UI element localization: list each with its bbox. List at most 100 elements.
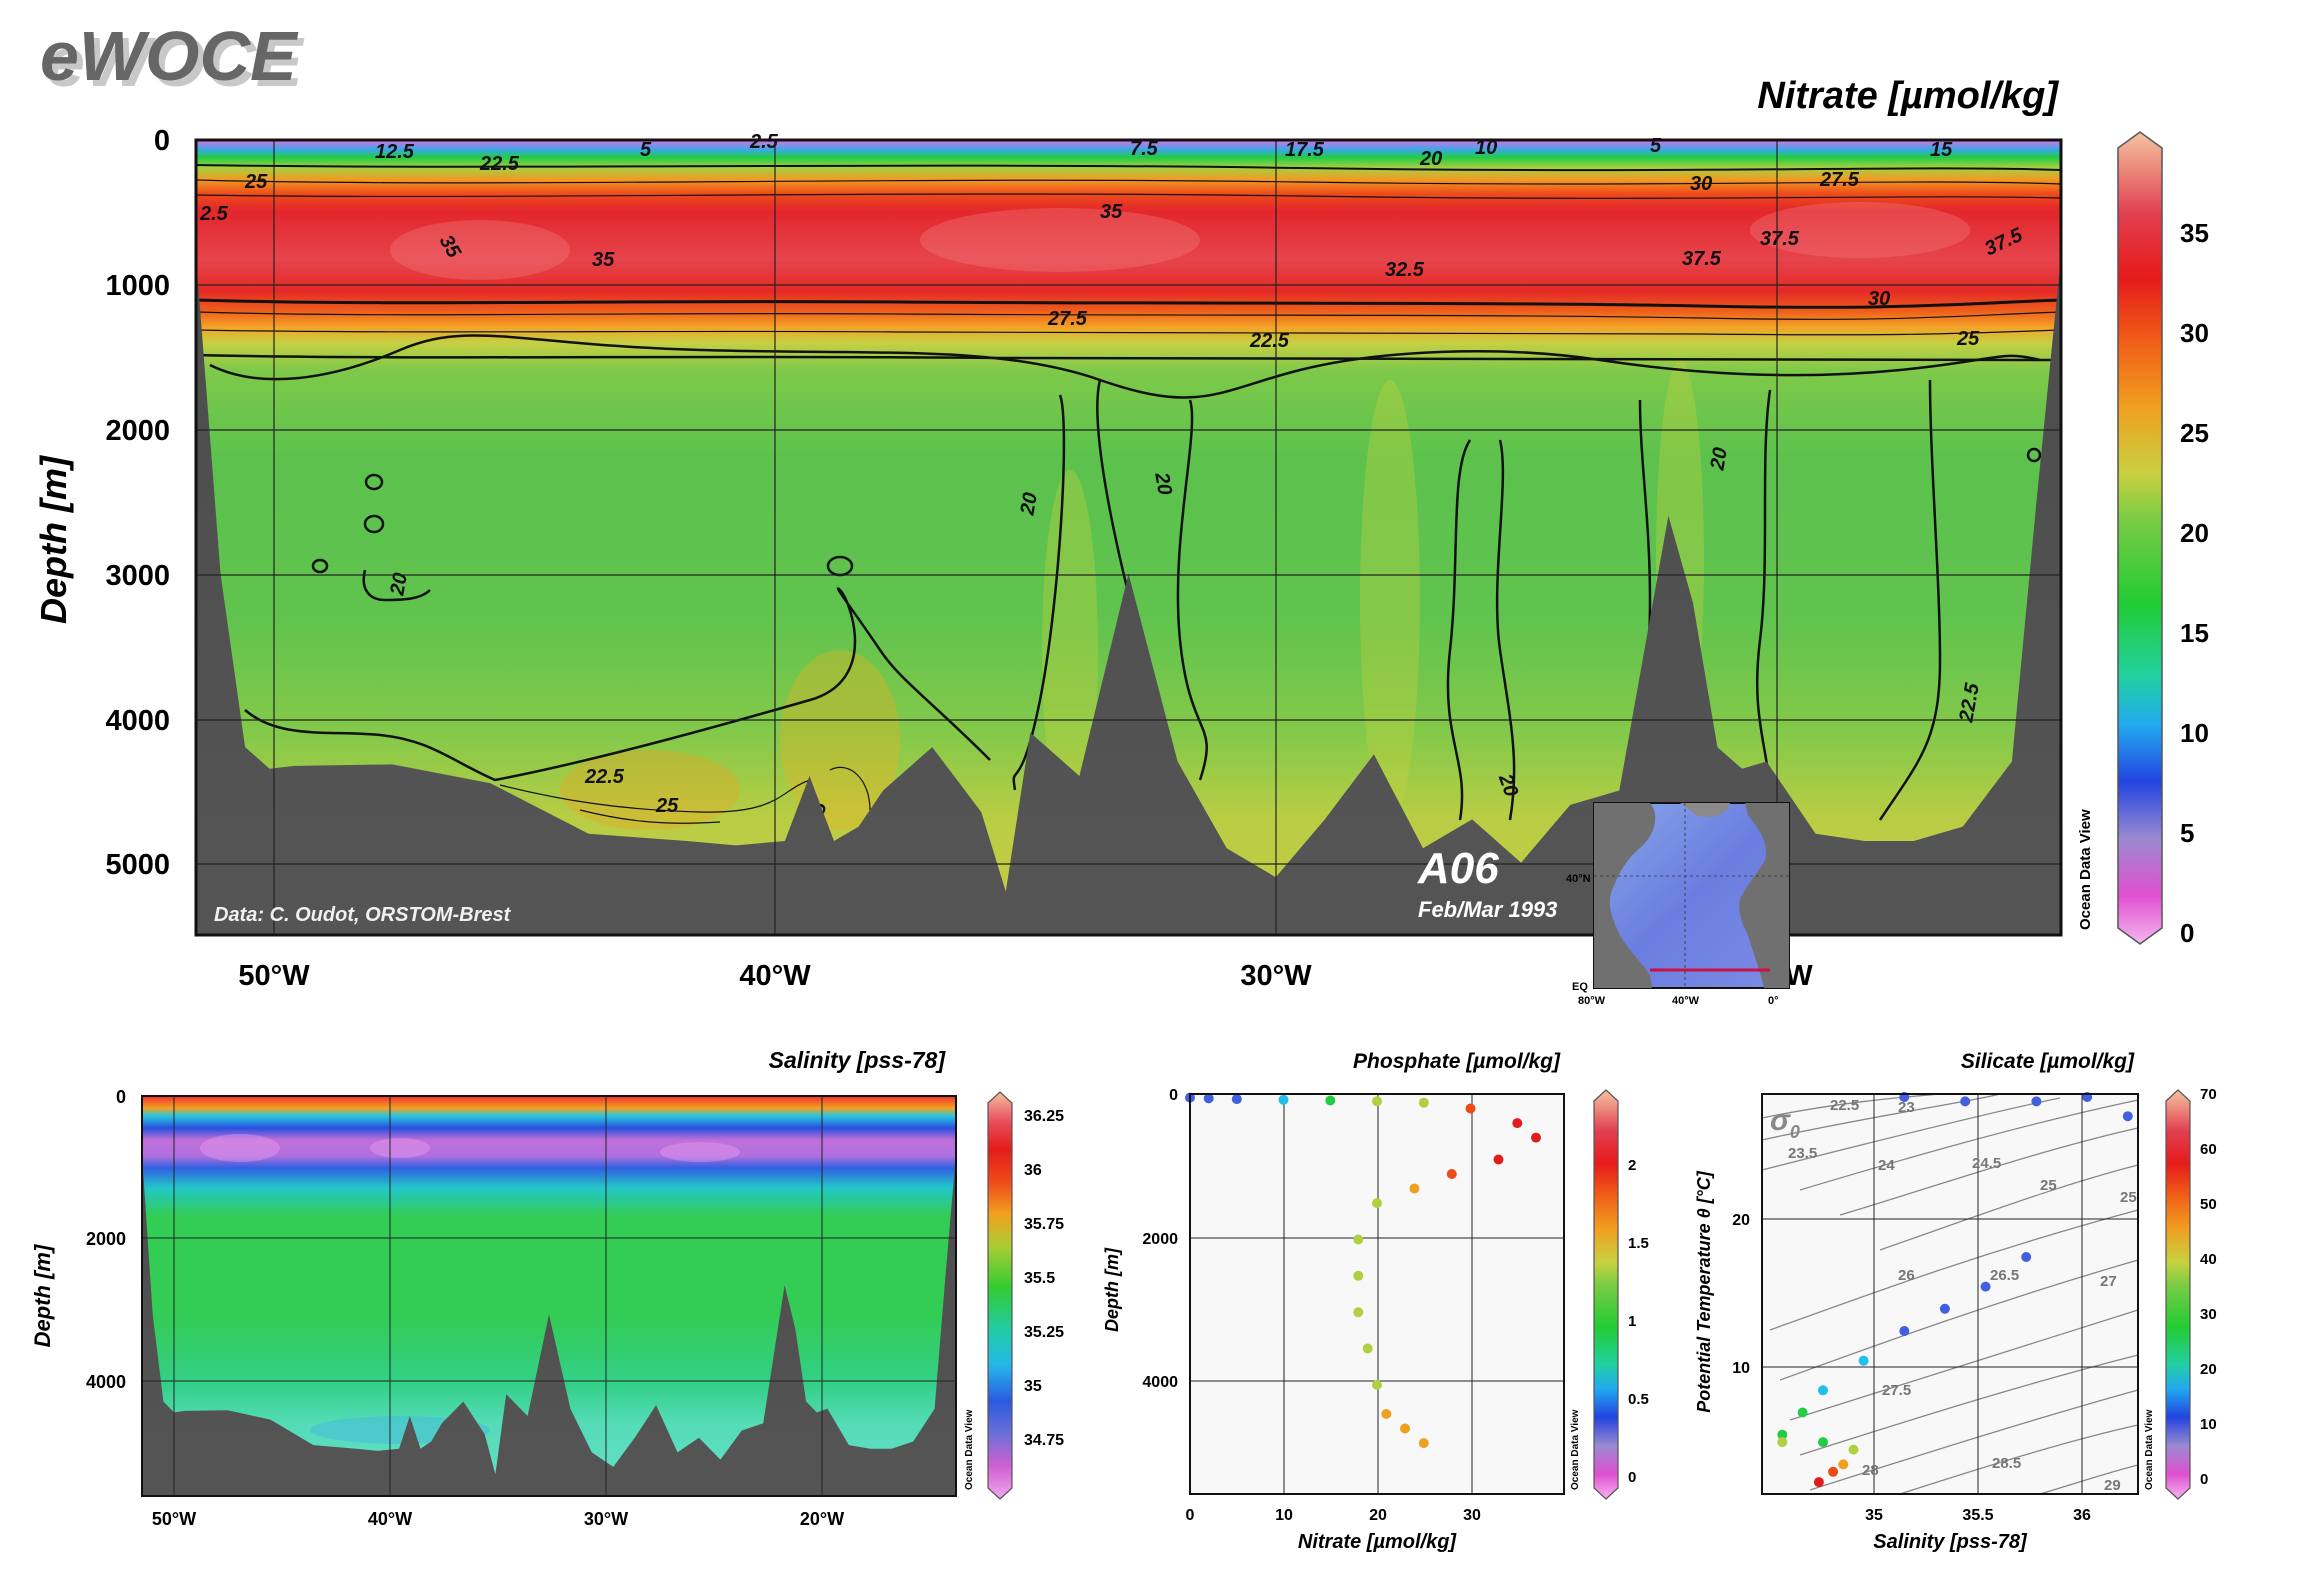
odv-label: Ocean Data View — [1570, 1409, 1581, 1490]
isopycnal-label: 27 — [2100, 1273, 2117, 1290]
x-tick-label: 40°W — [739, 960, 811, 992]
x-tick-label: 35 — [1865, 1507, 1883, 1524]
x-tick-label: 50°W — [152, 1509, 196, 1529]
y-tick-label: 0 — [116, 1087, 126, 1107]
silicate-plot-bg — [1762, 1094, 2138, 1494]
colorbar-tick: 5 — [2180, 818, 2194, 848]
silicate-point — [2122, 1111, 2133, 1122]
salinity-title: Salinity [pss-78] — [769, 1047, 947, 1073]
inset-lon-label: 0° — [1768, 995, 1779, 1007]
contour-label: 22.5 — [584, 766, 625, 788]
isopycnal-label: 23 — [1898, 1099, 1915, 1116]
inset-lat-label: 40°N — [1566, 873, 1591, 885]
y-tick-label: 2000 — [105, 415, 170, 447]
x-tick-label: 36 — [2073, 1507, 2091, 1524]
silicate-point — [1899, 1326, 1910, 1336]
y-tick-label: 3000 — [105, 560, 170, 592]
nitrate-field-texture — [390, 202, 1970, 830]
colorbar-tick: 60 — [2200, 1141, 2217, 1158]
contour-label: 20 — [386, 571, 412, 598]
silicate-point — [2031, 1096, 2042, 1107]
isopycnal-label: 27.5 — [1882, 1382, 1911, 1399]
x-tick-label: 0 — [1186, 1507, 1195, 1524]
silicate-point — [2021, 1252, 2032, 1262]
colorbar-body — [2117, 131, 2163, 945]
colorbar-tick: 50 — [2200, 1196, 2217, 1213]
phosphate-point — [1381, 1409, 1392, 1419]
contour-label: 20 — [1419, 148, 1442, 170]
x-tick-label: 35.5 — [1962, 1507, 1993, 1524]
odv-label: Ocean Data View — [2144, 1409, 2155, 1490]
silicate-point — [1828, 1466, 1839, 1477]
inset-map: 40°N EQ 80°W 40°W 0° — [1566, 802, 1790, 1007]
isopycnal-label: 24.5 — [1972, 1155, 2001, 1172]
contour-label: 15 — [1930, 139, 1953, 161]
x-tick-label: 20 — [1369, 1507, 1387, 1524]
y-tick-label: 4000 — [1142, 1374, 1178, 1391]
contour-label: 30 — [1868, 288, 1890, 310]
colorbar-tick: 40 — [2200, 1251, 2217, 1268]
colorbar-tick: 30 — [2200, 1306, 2217, 1323]
x-tick-label: 50°W — [238, 960, 310, 992]
y-tick-label: 2000 — [1142, 1231, 1178, 1248]
colorbar-tick: 2 — [1628, 1157, 1636, 1174]
sigma-symbol: σ — [1770, 1104, 1791, 1137]
silicate-frame — [1761, 1093, 2139, 1495]
contour-label: 5 — [640, 139, 652, 161]
y-tick-label: 4000 — [105, 705, 170, 737]
phosphate-point — [1231, 1094, 1242, 1105]
salinity-section-chart: Salinity [pss-78] Depth [m] 0 2000 4000 … — [30, 1047, 1064, 1529]
y-tick-label: 20 — [1732, 1212, 1750, 1229]
contour-label: 25 — [655, 795, 679, 817]
isopycnal-label: 25 — [2120, 1189, 2137, 1206]
phosphate-point — [1372, 1096, 1382, 1107]
phosphate-plot-bg — [1190, 1094, 1564, 1494]
silicate-point — [1813, 1477, 1824, 1488]
silicate-ylabel: Potential Temperature θ [°C] — [1694, 1170, 1714, 1413]
nitrate-ylabel: Depth [m] — [33, 455, 74, 624]
contour-label: 20 — [1150, 470, 1176, 497]
x-tick-label: 40°W — [368, 1509, 412, 1529]
odv-label: Ocean Data View — [2077, 809, 2094, 930]
phosphate-colorbar — [1593, 1089, 1619, 1500]
colorbar-tick: 20 — [2200, 1361, 2217, 1378]
data-credit: Data: C. Oudot, ORSTOM-Brest — [214, 904, 512, 926]
phosphate-point — [1353, 1234, 1364, 1245]
y-tick-label: 1000 — [105, 270, 170, 302]
salinity-bathymetry — [142, 1154, 956, 1496]
nitrate-section-chart: 2.5 12.5 5 2.5 7.5 17.5 20 10 5 15 25 22… — [33, 75, 2094, 992]
phosphate-point — [1418, 1438, 1429, 1449]
contour-label: 10 — [1475, 137, 1497, 159]
colorbar-tick: 0 — [2200, 1471, 2208, 1488]
silicate-point — [1818, 1385, 1828, 1396]
phosphate-point — [1372, 1198, 1382, 1209]
isopycnal-label: 26 — [1898, 1267, 1915, 1284]
nitrate-title: Nitrate [µmol/kg] — [1757, 75, 2059, 117]
y-tick-label: 0 — [1169, 1087, 1178, 1104]
phosphate-point — [1531, 1132, 1541, 1143]
isopycnal-label: 24 — [1878, 1157, 1895, 1174]
contour-label: 37.5 — [1682, 248, 1722, 270]
phosphate-point — [1353, 1270, 1364, 1281]
inset-lat-label: EQ — [1572, 981, 1588, 993]
brand-logo-shadow: eWOCE — [46, 23, 305, 101]
sigma-label: σ0 — [1770, 1104, 1800, 1142]
isopycnal-label: 29 — [2104, 1477, 2121, 1494]
phosphate-ylabel: Depth [m] — [1102, 1247, 1122, 1332]
nitrate-frame — [194, 138, 2063, 937]
colorbar-tick: 35.5 — [1024, 1270, 1055, 1287]
nitrate-colorbar: 35 30 25 20 15 10 5 0 — [2117, 131, 2209, 948]
phosphate-point — [1362, 1343, 1373, 1354]
silicate-point — [1960, 1096, 1971, 1107]
colorbar-tick: 10 — [2200, 1416, 2217, 1433]
cruise-date: Feb/Mar 1993 — [1418, 897, 1557, 922]
y-tick-label: 0 — [154, 125, 170, 157]
y-tick-label: 5000 — [105, 849, 170, 881]
colorbar-tick: 35.25 — [1024, 1324, 1064, 1341]
nitrate-grid — [196, 140, 2061, 935]
phosphate-point — [1409, 1183, 1420, 1194]
colorbar-tick: 0 — [2180, 918, 2194, 948]
phosphate-point — [1325, 1095, 1336, 1106]
inset-lon-label: 80°W — [1578, 995, 1606, 1007]
isopycnal-label: 25 — [2040, 1177, 2057, 1194]
